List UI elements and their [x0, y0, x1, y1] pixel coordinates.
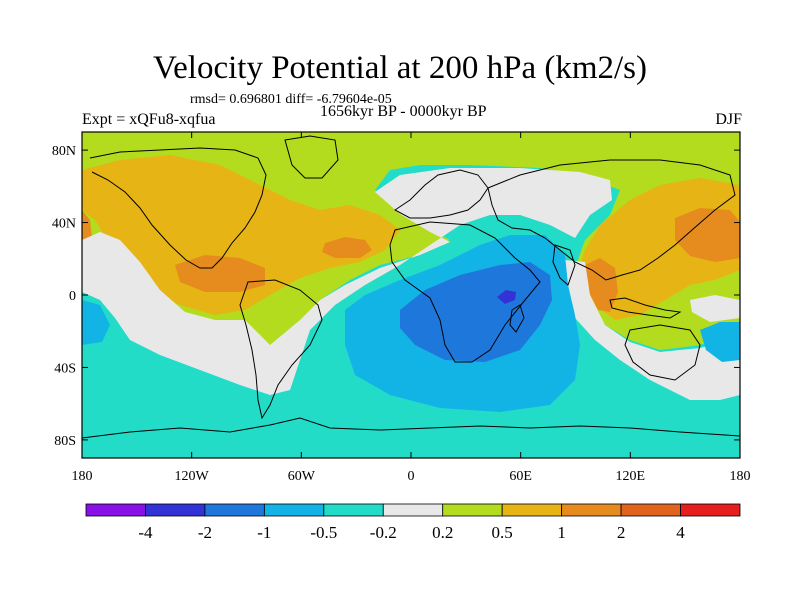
lon-tick-label: 0	[408, 469, 415, 484]
pos-1-region-west-pacific	[675, 208, 740, 262]
map-axes: 180 120W 60W 0 60E 120E 180 80N 40N 0 40S 80S	[52, 132, 751, 484]
neg-05-region-pacific-west	[82, 300, 110, 345]
colorbar-label: 2	[617, 523, 626, 542]
experiment-text: Expt = xQFu8-xqfua	[82, 111, 216, 128]
colorbar: -4 -2 -1 -0.5 -0.2 0.2 0.5 1 2 4	[85, 503, 741, 542]
lat-tick-label: 40N	[52, 217, 76, 232]
lon-tick-label: 120E	[616, 469, 646, 484]
pos-1-region-west-edge	[82, 210, 92, 242]
coast-indonesia	[609, 297, 682, 319]
colorbar-label: -2	[198, 523, 212, 542]
neg-05-region-pacific-east	[700, 322, 740, 362]
colorbar-swatch	[442, 503, 503, 517]
pos-1-region-caribbean	[175, 255, 265, 292]
colorbar-label: 4	[676, 523, 685, 542]
colorbar-label: 1	[557, 523, 566, 542]
stats-text: rmsd= 0.696801 diff= -6.79604e-05	[190, 92, 392, 107]
colorbar-label: -1	[257, 523, 271, 542]
coast-north-america	[89, 147, 267, 269]
colorbar-label: -4	[138, 523, 153, 542]
neg-strong-region	[497, 290, 516, 304]
neg-1-region-indian-africa	[400, 262, 552, 362]
colorbar-swatch	[501, 503, 563, 517]
lat-tick-label: 80S	[54, 434, 76, 449]
colorbar-swatch	[145, 503, 206, 517]
coast-india	[552, 244, 576, 286]
coastlines	[82, 135, 740, 439]
plot-title: Velocity Potential at 200 hPa (km2/s)	[152, 50, 648, 86]
period-text: 1656kyr BP - 0000kyr BP	[320, 103, 487, 120]
lon-tick-label: 180	[72, 469, 93, 484]
colorbar-swatch	[680, 503, 741, 517]
lat-tick-label: 40S	[54, 361, 76, 376]
coast-africa	[389, 221, 541, 363]
coast-south-america	[239, 279, 323, 420]
lon-tick-label: 60W	[288, 469, 316, 484]
pos-02-region-west-pacific	[575, 268, 740, 350]
coast-greenland	[284, 135, 339, 179]
colorbar-swatch	[85, 503, 146, 517]
pos-05-region-atlantic	[82, 155, 400, 315]
lon-tick-label: 120W	[175, 469, 210, 484]
colorbar-swatch	[204, 503, 265, 517]
colorbar-label: -0.5	[310, 523, 337, 542]
neutral-band-pacific	[82, 168, 612, 395]
coast-australia	[624, 324, 701, 381]
colorbar-swatch	[382, 503, 444, 517]
colorbar-swatch	[263, 503, 325, 517]
colorbar-label: -0.2	[370, 523, 397, 542]
season-text: DJF	[715, 111, 742, 128]
lon-tick-label: 60E	[509, 469, 532, 484]
colorbar-label: 0.5	[492, 523, 513, 542]
pos-1-region-atlantic-small	[322, 237, 372, 258]
lat-tick-label: 80N	[52, 144, 76, 159]
neutral-band-west-pacific	[690, 295, 740, 322]
coast-madagascar	[509, 304, 525, 333]
coast-asia	[487, 159, 736, 281]
colorbar-label: 0.2	[432, 523, 453, 542]
lon-tick-label: 180	[730, 469, 751, 484]
contour-field	[82, 132, 740, 458]
colorbar-swatch	[323, 503, 384, 517]
colorbar-swatch	[620, 503, 681, 517]
lat-tick-label: 0	[69, 289, 76, 304]
coast-antarctica	[82, 417, 740, 439]
colorbar-swatch	[561, 503, 622, 517]
